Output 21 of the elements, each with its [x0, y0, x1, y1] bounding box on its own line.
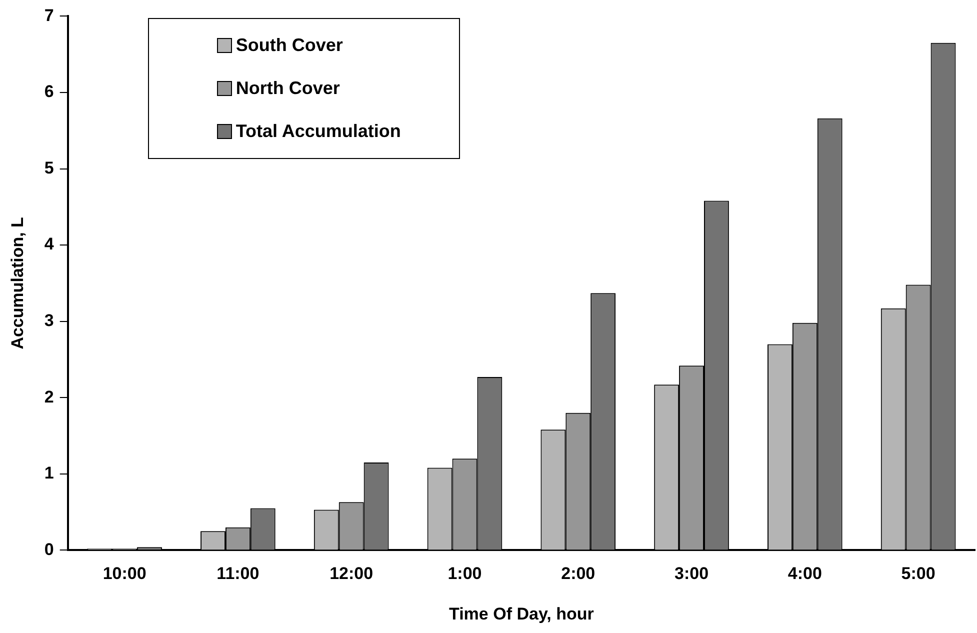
y-tick-label: 4 — [44, 234, 54, 254]
x-tick-label: 1:00 — [448, 564, 482, 584]
y-axis-title: Accumulation, L — [8, 217, 27, 350]
x-tick-label: 11:00 — [216, 564, 260, 584]
legend-label: Total Accumulation — [236, 121, 401, 142]
x-tick-label: 3:00 — [674, 564, 709, 584]
legend-label: South Cover — [236, 35, 343, 56]
y-tick-label: 6 — [44, 82, 54, 102]
y-tick-label: 7 — [44, 6, 54, 25]
legend-label: North Cover — [236, 78, 340, 100]
y-tick-label: 0 — [44, 540, 54, 559]
x-axis-title: Time Of Day, hour — [449, 604, 594, 624]
x-tick-label: 12:00 — [330, 564, 374, 584]
x-tick-label: 5:00 — [901, 564, 936, 584]
y-tick-label: 1 — [44, 464, 54, 483]
x-tick-label: 2:00 — [561, 564, 596, 584]
y-tick-label: 2 — [44, 387, 54, 406]
x-tick-label: 10:00 — [102, 564, 146, 584]
x-tick-label: 4:00 — [788, 564, 822, 584]
y-tick-label: 3 — [44, 311, 54, 330]
y-tick-label: 5 — [44, 158, 54, 178]
